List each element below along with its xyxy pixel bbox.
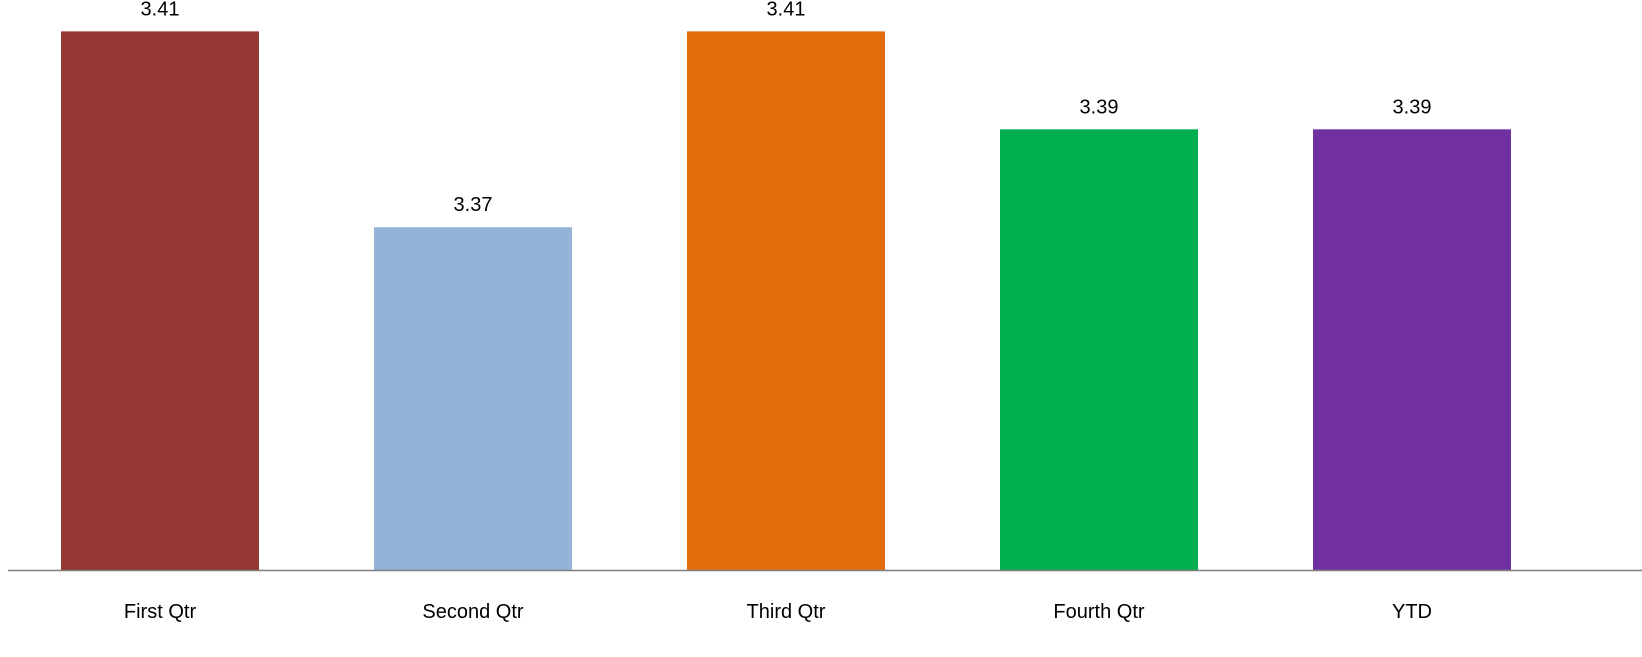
bar-fourth-qtr — [1000, 129, 1198, 570]
data-label-fourth-qtr: 3.39 — [1080, 96, 1119, 118]
bar-ytd — [1313, 129, 1511, 570]
x-tick-label-second-qtr: Second Qtr — [422, 601, 524, 623]
data-labels-group: 3.41 3.37 3.41 3.39 3.39 — [141, 0, 1432, 216]
bars-group — [61, 31, 1511, 570]
x-tick-label-ytd: YTD — [1392, 601, 1432, 623]
data-label-third-qtr: 3.41 — [767, 0, 806, 20]
category-labels-group: First Qtr Second Qtr Third Qtr Fourth Qtr YT… — [124, 601, 1432, 623]
x-tick-label-first-qtr: First Qtr — [124, 601, 197, 623]
data-label-first-qtr: 3.41 — [141, 0, 180, 20]
x-tick-label-fourth-qtr: Fourth Qtr — [1053, 601, 1144, 623]
bar-third-qtr — [687, 31, 885, 570]
bar-second-qtr — [374, 227, 572, 570]
bar-first-qtr — [61, 31, 259, 570]
x-tick-label-third-qtr: Third Qtr — [747, 601, 826, 623]
data-label-second-qtr: 3.37 — [454, 194, 493, 216]
data-label-ytd: 3.39 — [1393, 96, 1432, 118]
